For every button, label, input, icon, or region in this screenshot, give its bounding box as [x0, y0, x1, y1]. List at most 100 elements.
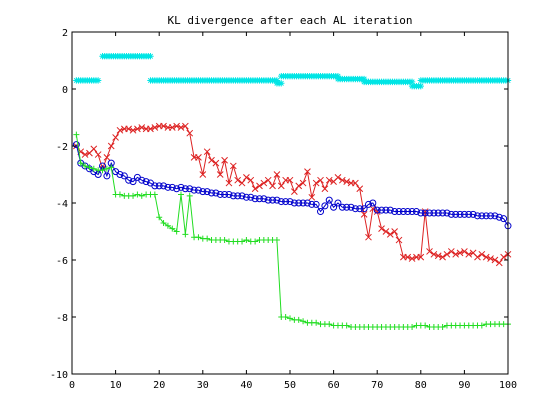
series-2-point [173, 122, 180, 130]
series-3-point [465, 210, 473, 218]
series-3-point [290, 199, 298, 207]
series-1-point [417, 82, 424, 90]
series-4-point [82, 162, 89, 169]
series-3-point [452, 210, 460, 218]
series-2-point [107, 142, 115, 150]
series-3-point [373, 206, 381, 214]
series-3-point [338, 203, 346, 211]
series-2-point [273, 171, 281, 178]
series-2-point [286, 176, 294, 184]
series-2-point [81, 151, 89, 158]
series-2-point [443, 250, 451, 258]
series-3-point [378, 206, 386, 214]
series-4-point [138, 192, 145, 199]
series-3-point [439, 209, 447, 217]
series-4-point [243, 237, 250, 244]
series-2-point [482, 253, 490, 261]
series-2-point [90, 145, 98, 153]
series-3-point [473, 212, 481, 220]
series-2-point [247, 176, 255, 184]
series-3-point [434, 209, 442, 217]
series-3-point [160, 182, 168, 190]
series-3-point [430, 209, 438, 217]
series-2-point [321, 185, 329, 193]
series-3-point [199, 188, 207, 196]
series-2-point [312, 179, 320, 187]
series-3-point [482, 212, 490, 220]
series-2-point [391, 228, 398, 235]
series-3-point [404, 208, 412, 216]
series-4-point [195, 234, 202, 241]
series-2-point [199, 171, 207, 178]
series-2-point [195, 154, 202, 161]
series-3-point [447, 210, 455, 218]
series-2-point [434, 252, 442, 260]
series-2-point [177, 124, 185, 131]
series-2-point [116, 126, 124, 134]
series-4-point [313, 319, 320, 326]
series-4-point [186, 192, 193, 199]
series-2-point [160, 122, 167, 130]
series-2-point [125, 125, 133, 133]
series-2-point [129, 126, 137, 134]
series-2-point [325, 176, 333, 184]
series-3-point [312, 200, 320, 208]
series-2-point [421, 208, 429, 215]
series-4-point [343, 322, 350, 329]
series-3-point [317, 208, 325, 216]
series-3-point [325, 196, 333, 204]
series-2-point [260, 179, 268, 187]
series-2-point [365, 233, 372, 241]
series-4-point [116, 191, 123, 198]
series-2-point [430, 250, 438, 258]
series-2-point [203, 148, 211, 156]
series-4-point [134, 191, 141, 198]
series-2-point [299, 179, 307, 187]
series-4-point [156, 214, 163, 221]
series-3-point [478, 212, 486, 220]
series-2-point [334, 173, 342, 181]
axes-frame [71, 31, 509, 375]
series-3-point [469, 210, 477, 218]
series-2-point [317, 176, 324, 184]
series-2-point [186, 129, 194, 137]
series-2-point [243, 173, 250, 181]
series-2-point [343, 178, 351, 185]
series-2-point [408, 255, 416, 262]
series-4-point [90, 165, 97, 172]
series-2-point [465, 250, 473, 258]
series-3-point [343, 203, 351, 211]
series-2-point [404, 253, 412, 261]
series-3-point [177, 183, 185, 191]
series-4-point [300, 318, 307, 325]
series-4-point [73, 131, 80, 138]
series-3-point [399, 208, 407, 216]
series-2-point [256, 182, 263, 190]
series-3-point [238, 192, 246, 200]
series-2-point [487, 255, 494, 262]
series-3-point [251, 195, 259, 203]
series-4-point [295, 316, 302, 323]
series-2-point [238, 179, 246, 187]
series-2-point [168, 124, 176, 131]
series-3-point [282, 198, 290, 206]
x-tick-label: 30 [197, 380, 209, 391]
series-3-point [247, 193, 255, 201]
series-4-point [164, 222, 171, 229]
series-3-point [216, 190, 224, 198]
x-tick-label: 0 [69, 380, 75, 391]
series-4-point [409, 323, 416, 330]
series-4-point [160, 219, 167, 226]
series-3-point [190, 186, 198, 194]
series-2-point [94, 151, 102, 158]
x-tick-label: 90 [458, 380, 470, 391]
series-3-point [412, 208, 420, 216]
series-4-point [178, 191, 184, 198]
series-2-line [75, 125, 509, 264]
series-3-point [225, 190, 233, 198]
series-3 [72, 141, 512, 230]
series-3-point [347, 203, 355, 211]
series-3-point [242, 193, 250, 201]
x-tick-label: 10 [110, 380, 122, 391]
